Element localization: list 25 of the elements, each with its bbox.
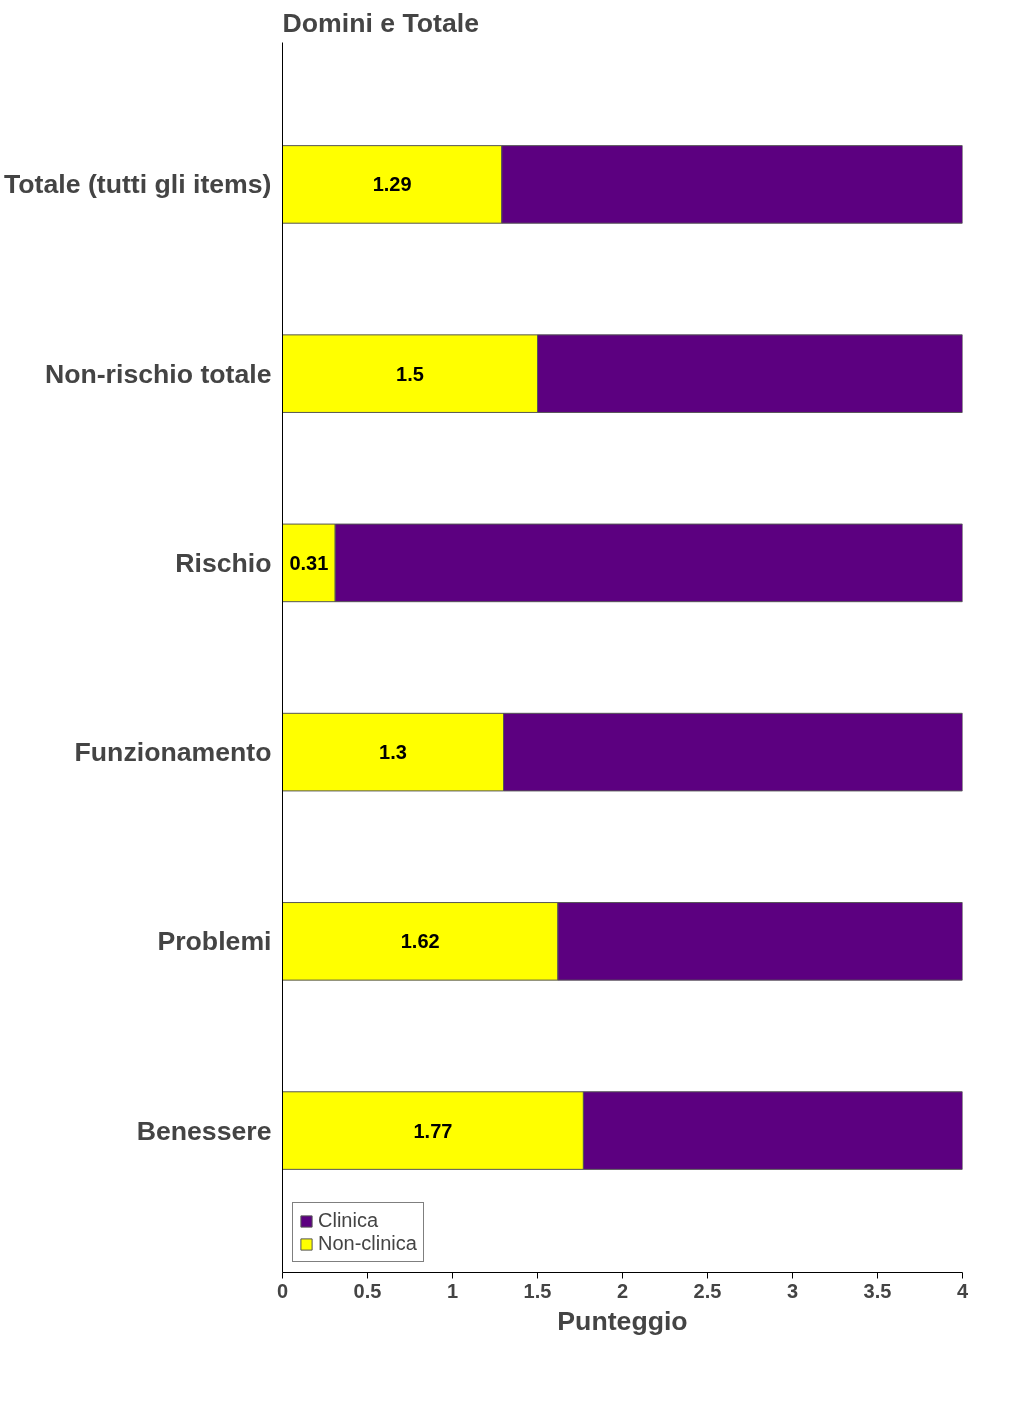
x-axis-title: Punteggio — [557, 1305, 688, 1336]
x-tick-label: 1 — [446, 1279, 459, 1302]
y-axis-title: Domini e Totale — [282, 7, 479, 38]
y-tick-label: Non-rischio totale — [44, 358, 272, 389]
x-tick-label: 4 — [956, 1279, 969, 1302]
x-tick-label: 1.5 — [523, 1279, 552, 1302]
x-tick-label: 0 — [276, 1279, 289, 1302]
data-label: 0.31 — [289, 551, 329, 574]
legend-label: Non-clinica — [318, 1232, 417, 1255]
x-tick-label: 2.5 — [693, 1279, 722, 1302]
x-tick-label: 2 — [616, 1279, 629, 1302]
x-tick-label: 0.5 — [353, 1279, 382, 1302]
y-tick-label: Rischio — [175, 547, 272, 578]
data-label: 1.62 — [400, 930, 440, 953]
x-tick-label: 3.5 — [863, 1279, 892, 1302]
data-label: 1.5 — [396, 362, 424, 385]
data-label: 1.77 — [413, 1119, 453, 1142]
x-tick-label: 3 — [786, 1279, 799, 1302]
data-label: 1.29 — [372, 173, 412, 196]
y-tick-label: Benessere — [136, 1115, 272, 1146]
y-tick-label: Problemi — [157, 926, 272, 957]
legend-label: Clinica — [318, 1209, 379, 1232]
y-tick-label: Funzionamento — [74, 737, 272, 768]
data-label: 1.3 — [379, 741, 407, 764]
y-tick-label: Totale (tutti gli items) — [3, 169, 272, 200]
